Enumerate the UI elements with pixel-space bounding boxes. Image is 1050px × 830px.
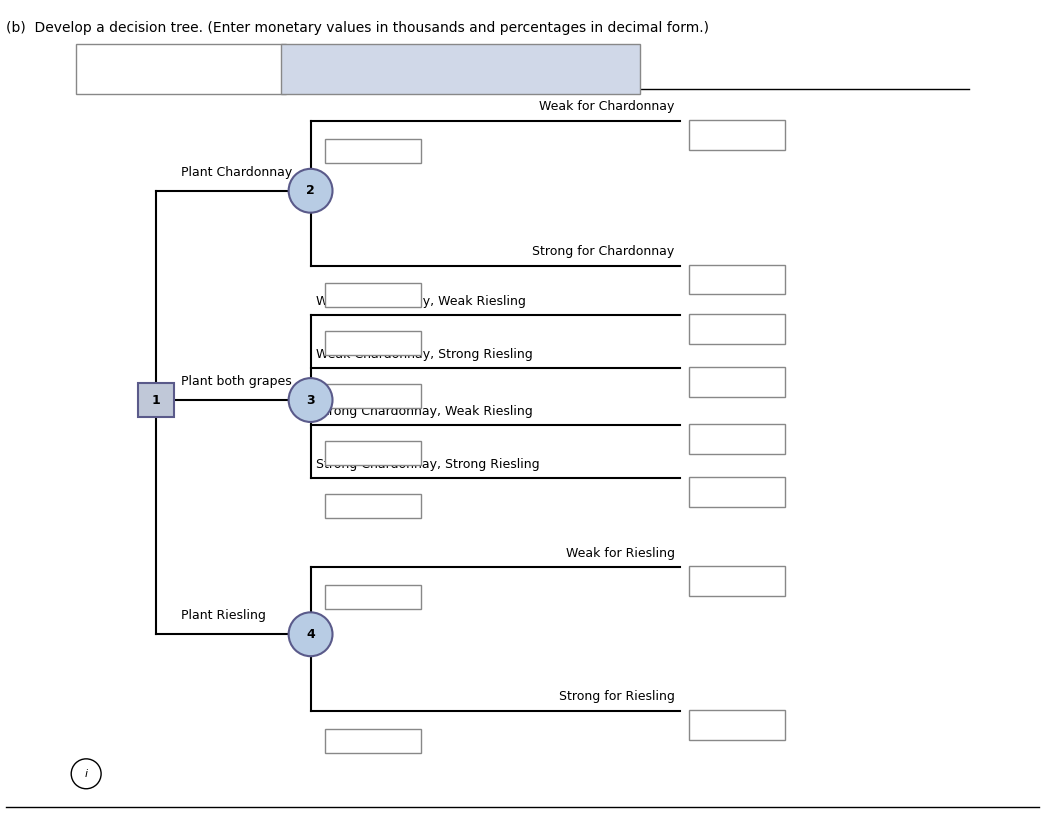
FancyBboxPatch shape — [324, 441, 421, 465]
FancyBboxPatch shape — [324, 729, 421, 753]
FancyBboxPatch shape — [324, 139, 421, 163]
FancyBboxPatch shape — [689, 424, 785, 454]
Text: 1: 1 — [151, 393, 161, 407]
FancyBboxPatch shape — [138, 383, 174, 417]
Circle shape — [71, 759, 101, 788]
FancyBboxPatch shape — [689, 567, 785, 597]
Text: Strong for Riesling: Strong for Riesling — [559, 690, 674, 703]
Text: (b)  Develop a decision tree. (Enter monetary values in thousands and percentage: (b) Develop a decision tree. (Enter mone… — [6, 22, 710, 36]
Text: Strong for Chardonnay: Strong for Chardonnay — [532, 245, 674, 257]
Text: Weak for Riesling: Weak for Riesling — [566, 546, 674, 559]
FancyBboxPatch shape — [324, 494, 421, 518]
Text: 3: 3 — [307, 393, 315, 407]
FancyBboxPatch shape — [324, 331, 421, 355]
FancyBboxPatch shape — [324, 283, 421, 307]
Text: Description: Description — [416, 62, 505, 76]
FancyBboxPatch shape — [689, 476, 785, 506]
Text: Decision Tree: Decision Tree — [134, 62, 227, 76]
Text: Weak Chardonnay, Strong Riesling: Weak Chardonnay, Strong Riesling — [316, 348, 532, 361]
FancyBboxPatch shape — [77, 44, 286, 94]
Circle shape — [289, 613, 333, 657]
Circle shape — [289, 378, 333, 422]
Text: 4: 4 — [307, 627, 315, 641]
FancyBboxPatch shape — [324, 384, 421, 408]
FancyBboxPatch shape — [324, 585, 421, 609]
FancyBboxPatch shape — [689, 710, 785, 740]
FancyBboxPatch shape — [689, 367, 785, 397]
Text: Weak Chardonnay, Weak Riesling: Weak Chardonnay, Weak Riesling — [316, 295, 525, 309]
Text: Plant both grapes: Plant both grapes — [181, 375, 292, 388]
Text: Strong Chardonnay, Weak Riesling: Strong Chardonnay, Weak Riesling — [316, 405, 532, 418]
Circle shape — [289, 168, 333, 212]
Text: i: i — [85, 769, 88, 779]
Text: 2: 2 — [307, 184, 315, 198]
FancyBboxPatch shape — [689, 265, 785, 295]
Text: Strong Chardonnay, Strong Riesling: Strong Chardonnay, Strong Riesling — [316, 458, 540, 471]
FancyBboxPatch shape — [689, 315, 785, 344]
Text: Plant Chardonnay: Plant Chardonnay — [181, 166, 292, 178]
FancyBboxPatch shape — [689, 120, 785, 150]
Text: Plant Riesling: Plant Riesling — [181, 609, 266, 622]
FancyBboxPatch shape — [280, 44, 639, 94]
Text: Weak for Chardonnay: Weak for Chardonnay — [540, 100, 674, 113]
